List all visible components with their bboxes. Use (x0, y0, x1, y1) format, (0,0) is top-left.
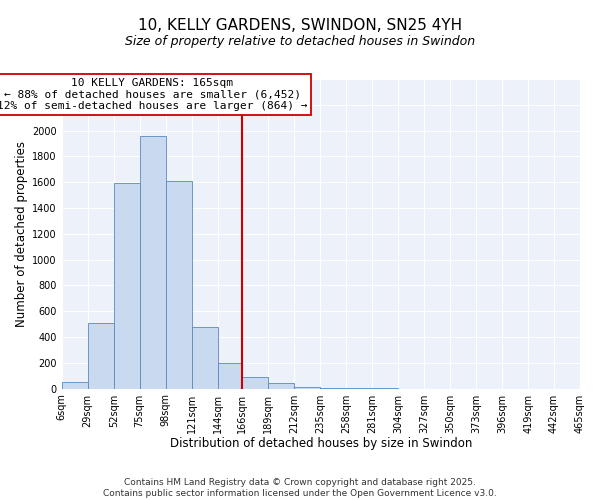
X-axis label: Distribution of detached houses by size in Swindon: Distribution of detached houses by size … (170, 437, 472, 450)
Bar (140, 136, 166, 388)
Bar (166, 181, 191, 388)
Text: Contains HM Land Registry data © Crown copyright and database right 2025.
Contai: Contains HM Land Registry data © Crown c… (103, 478, 497, 498)
Bar (114, 184, 140, 388)
Bar (88, 323, 114, 388)
Text: 10, KELLY GARDENS, SWINDON, SN25 4YH: 10, KELLY GARDENS, SWINDON, SN25 4YH (138, 18, 462, 32)
Bar (62, 382, 88, 388)
Bar (268, 384, 295, 388)
Text: Size of property relative to detached houses in Swindon: Size of property relative to detached ho… (125, 35, 475, 48)
Y-axis label: Number of detached properties: Number of detached properties (15, 141, 28, 327)
Bar (218, 364, 242, 388)
Text: 10 KELLY GARDENS: 165sqm
← 88% of detached houses are smaller (6,452)
12% of sem: 10 KELLY GARDENS: 165sqm ← 88% of detach… (0, 78, 307, 111)
Bar (191, 326, 218, 388)
Bar (295, 386, 320, 388)
Bar (242, 377, 268, 388)
